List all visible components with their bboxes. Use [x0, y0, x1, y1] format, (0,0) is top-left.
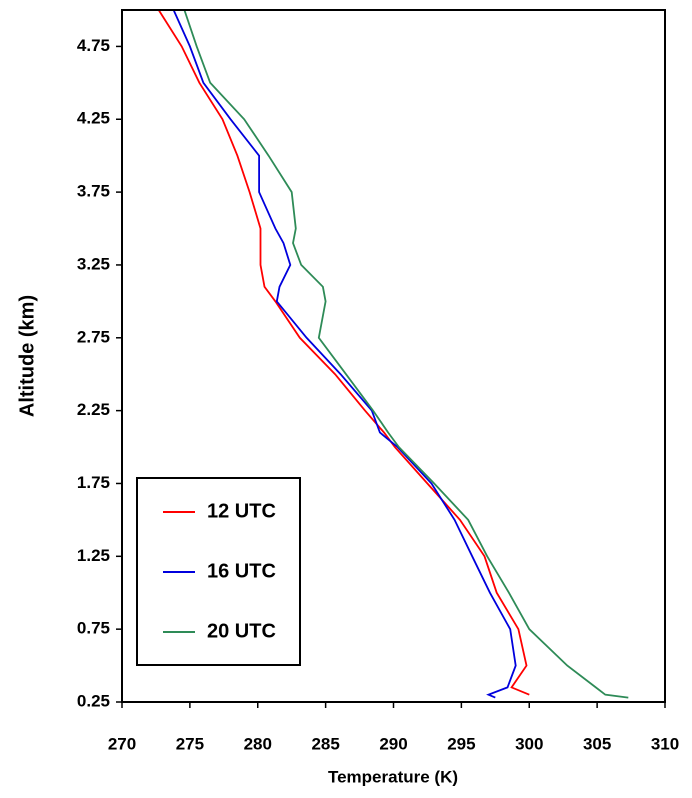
y-tick-label: 1.75 — [77, 473, 110, 492]
x-tick-label: 275 — [176, 734, 204, 753]
x-tick-label: 300 — [515, 734, 543, 753]
x-tick-label: 295 — [447, 734, 475, 753]
y-tick-label: 4.75 — [77, 36, 110, 55]
y-tick-label: 3.75 — [77, 182, 110, 201]
y-tick-label: 2.25 — [77, 400, 110, 419]
profile-line — [183, 9, 629, 699]
y-tick-label: 2.75 — [77, 327, 110, 346]
x-tick-label: 290 — [379, 734, 407, 753]
x-axis-label: Temperature (K) — [328, 767, 458, 786]
y-axis-label: Altitude (km) — [16, 295, 38, 417]
plot-frame — [121, 9, 666, 703]
x-tick-label: 285 — [311, 734, 339, 753]
y-tick-label: 3.25 — [77, 254, 110, 273]
y-tick-label: 1.25 — [77, 546, 110, 565]
profile-line — [157, 9, 530, 696]
y-tick-label: 0.25 — [77, 691, 110, 710]
y-tick-label: 0.75 — [77, 619, 110, 638]
legend-label: 16 UTC — [207, 560, 276, 582]
y-tick-label: 4.25 — [77, 109, 110, 128]
profile-line — [172, 9, 517, 699]
legend-label: 12 UTC — [207, 500, 276, 522]
legend-label: 20 UTC — [207, 620, 276, 642]
x-tick-label: 270 — [108, 734, 136, 753]
x-tick-label: 310 — [651, 734, 679, 753]
x-tick-label: 305 — [583, 734, 611, 753]
x-tick-label: 280 — [244, 734, 272, 753]
